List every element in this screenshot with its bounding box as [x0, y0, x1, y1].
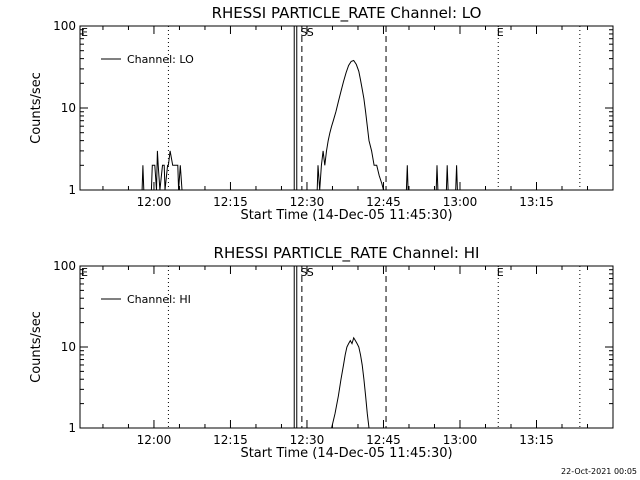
x-tick-label: 12:30 [290, 433, 325, 447]
x-tick-label: 13:00 [443, 433, 478, 447]
x-tick-label: 12:30 [290, 195, 325, 209]
x-axis-label: Start Time (14-Dec-05 11:45:30) [240, 446, 452, 461]
plot-frame [79, 25, 614, 191]
chart-title: RHESSI PARTICLE_RATE Channel: LO [212, 4, 482, 23]
x-axis-label: Start Time (14-Dec-05 11:45:30) [240, 208, 452, 223]
series-line-1 [331, 336, 370, 428]
x-tick-label: 13:00 [443, 195, 478, 209]
marker-label: S [307, 266, 314, 279]
legend: Channel: HI [101, 293, 191, 306]
y-axis-label: Counts/sec [29, 311, 44, 383]
panel-1: RHESSI PARTICLE_RATE Channel: LO 12:00 12:… [29, 4, 614, 223]
x-tick-label: 12:45 [366, 195, 401, 209]
marker-label: E [497, 266, 504, 279]
marker-label: E [81, 266, 88, 279]
marker-label: S [307, 26, 314, 39]
x-tick-label: 12:15 [213, 433, 248, 447]
legend-label: Channel: HI [127, 293, 191, 306]
legend: Channel: LO [101, 53, 194, 66]
x-tick-label: 12:15 [213, 195, 248, 209]
series-line-1 [141, 59, 458, 190]
y-tick-label: 10 [61, 340, 76, 354]
y-tick-label: 1 [68, 421, 76, 435]
x-tick-label: 12:45 [366, 433, 401, 447]
panel-2: RHESSI PARTICLE_RATE Channel: HI 12:00 12:… [29, 244, 614, 461]
marker-label: E [497, 26, 504, 39]
x-tick-label: 12:00 [137, 433, 172, 447]
y-tick-label: 1 [68, 183, 76, 197]
chart-title: RHESSI PARTICLE_RATE Channel: HI [214, 244, 480, 263]
y-tick-label: 10 [61, 101, 76, 115]
marker-label: S [300, 26, 307, 39]
timestamp: 22-Oct-2021 00:05 [561, 467, 637, 476]
x-tick-label: 13:15 [519, 195, 554, 209]
marker-label: S [300, 266, 307, 279]
legend-label: Channel: LO [127, 53, 194, 66]
y-axis-label: Counts/sec [29, 72, 44, 144]
marker-label: E [81, 26, 88, 39]
y-tick-label: 100 [53, 259, 76, 273]
y-tick-label: 100 [53, 19, 76, 33]
x-tick-label: 12:00 [137, 195, 172, 209]
x-tick-label: 13:15 [519, 433, 554, 447]
